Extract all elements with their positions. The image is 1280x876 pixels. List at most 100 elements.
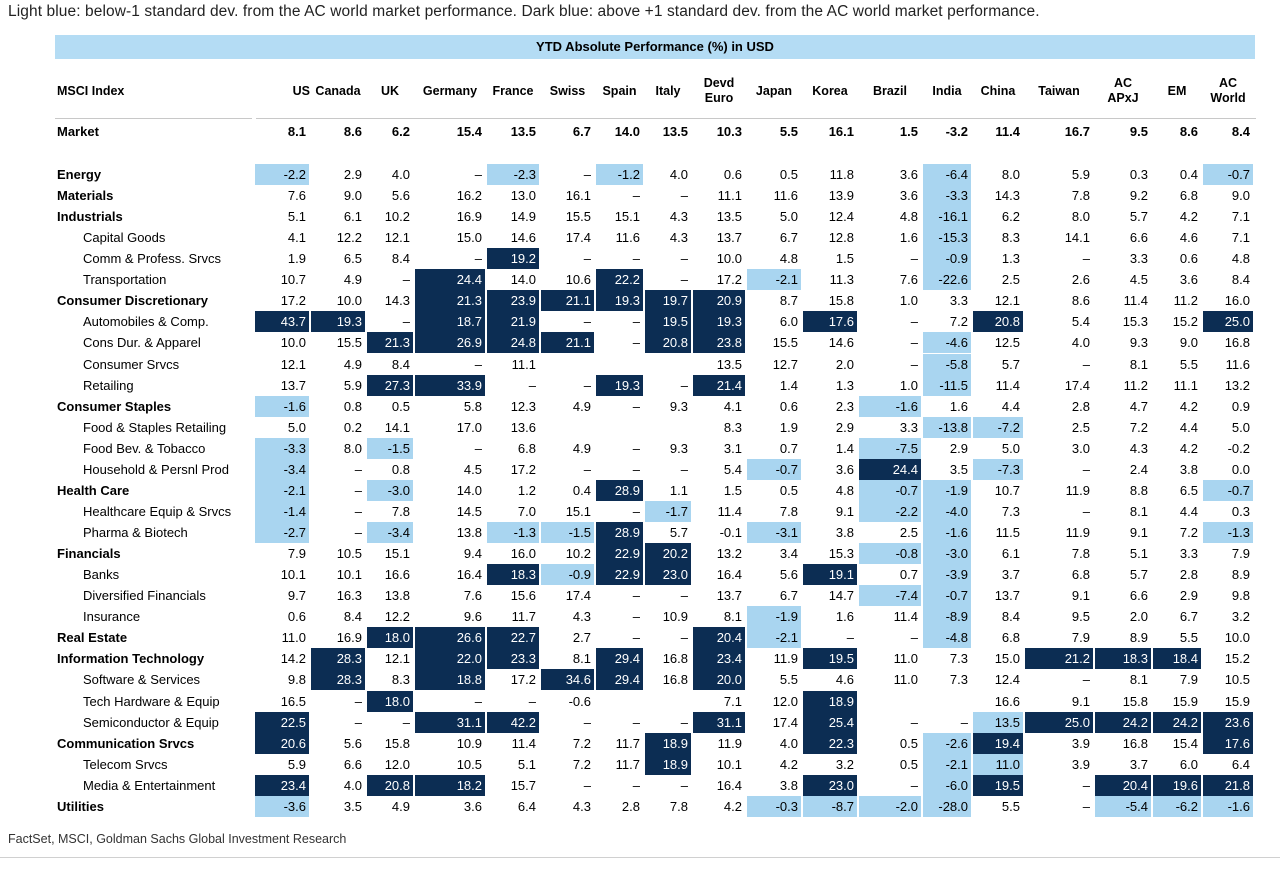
table-cell: 12.1 [994,293,1020,309]
table-cell: 8.6 [1179,124,1198,139]
table-cell: 0.0 [1231,461,1250,477]
row-label: Real Estate [57,630,128,646]
column-header: Korea [812,84,848,98]
table-cell: 9.2 [1129,188,1148,204]
table-cell: 7.8 [1071,546,1090,562]
table-cell: 9.4 [463,546,482,562]
table-cell: 2.5 [1071,419,1090,435]
row-label: Banks [83,567,120,583]
table-cell: 10.7 [994,482,1020,498]
table-cell: -1.6 [1203,795,1253,817]
table-cell: 22.7 [487,627,539,649]
table-cell: 13.7 [716,588,742,604]
table-cell: 3.3 [949,293,968,309]
table-cell: 10.2 [565,546,591,562]
table-cell: 11.1 [717,188,742,204]
table-cell: 19.5 [803,648,857,670]
table-cell: 5.5 [1179,630,1198,646]
table-cell: 14.0 [456,482,482,498]
table-cell: 4.3 [1129,440,1148,456]
table-cell: 11.4 [511,735,536,751]
table-cell: 2.9 [1179,588,1198,604]
table-cell: 4.0 [343,777,362,793]
table-cell: 33.9 [415,374,485,396]
table-cell: 6.8 [517,440,536,456]
table-cell: 7.3 [949,672,968,688]
table-cell: 6.6 [1129,230,1148,246]
table-cell: -4.8 [923,627,971,649]
table-cell: – [402,272,410,288]
table-cell [596,691,643,712]
table-cell: 21.9 [487,311,539,333]
table-cell: 3.8 [835,525,854,541]
table-cell: 8.4 [1231,272,1250,288]
table-cell: – [354,503,362,519]
table-cell: 4.6 [835,672,854,688]
table-cell: 3.8 [1179,461,1198,477]
table-cell: 2.8 [1071,398,1090,414]
table-cell: – [680,251,688,267]
table-cell: -0.8 [859,543,921,565]
table-cell: -7.2 [973,416,1023,438]
table-cell: -0.9 [923,248,971,270]
table-cell: -28.0 [923,795,971,817]
table-cell: 25.0 [1025,711,1093,733]
table-cell: 3.3 [1129,251,1148,267]
table-cell: -1.6 [923,522,971,544]
table-cell: 16.0 [1224,293,1250,309]
table-cell: 4.2 [723,798,742,814]
table-cell: -16.1 [923,206,971,228]
table-cell: 3.6 [463,798,482,814]
table-cell: 4.5 [463,461,482,477]
table-cell: 21.1 [541,332,594,354]
table-cell: -1.7 [645,500,691,522]
table-cell: 2.7 [572,630,591,646]
row-label: Diversified Financials [83,588,206,604]
table-cell: 3.6 [1179,272,1198,288]
table-cell: -4.0 [923,500,971,522]
table-cell: 16.8 [1224,335,1250,351]
table-cell: 7.2 [1129,419,1148,435]
table-cell: 15.0 [456,230,482,246]
table-cell: 0.8 [391,461,410,477]
table-cell: 31.1 [415,711,485,733]
table-cell: 0.4 [572,482,591,498]
row-label: Industrials [57,209,123,225]
table-cell: 20.4 [693,627,745,649]
table-cell: 5.5 [1001,798,1020,814]
table-cell: – [680,777,688,793]
table-cell: – [910,714,918,730]
table-cell: – [632,630,640,646]
table-cell: 6.7 [779,230,798,246]
table-cell: -0.7 [859,479,921,501]
table-cell: -6.0 [923,774,971,796]
table-cell: 10.6 [565,272,591,288]
table-cell: 11.3 [829,272,854,288]
table-cell: 11.7 [615,756,640,772]
table-cell: – [632,609,640,625]
table-cell: – [1082,356,1090,372]
table-cell: – [1082,777,1090,793]
table-cell: 6.7 [572,124,591,139]
table-cell: 16.6 [994,693,1020,709]
table-cell: 11.0 [973,753,1023,775]
table-cell: 5.1 [287,209,306,225]
table-cell: 34.6 [541,669,594,691]
table-cell: -1.6 [859,395,921,417]
table-cell: -2.6 [923,732,971,754]
table-cell: 6.6 [1129,588,1148,604]
table-cell: 20.0 [693,669,745,691]
table-cell: 7.2 [949,314,968,330]
table-cell: 7.1 [1231,230,1250,246]
table-cell: 1.6 [949,398,968,414]
table-cell: 11.4 [717,503,742,519]
table-cell: -6.2 [1153,795,1201,817]
table-cell: 9.8 [1231,588,1250,604]
table-cell: 14.6 [828,335,854,351]
column-header: Brazil [872,84,908,98]
table-cell: 29.4 [596,648,643,670]
table-cell: 4.9 [572,398,591,414]
table-cell: 18.8 [415,669,485,691]
table-cell: 1.9 [779,419,798,435]
table-cell: -0.2 [1227,440,1250,456]
